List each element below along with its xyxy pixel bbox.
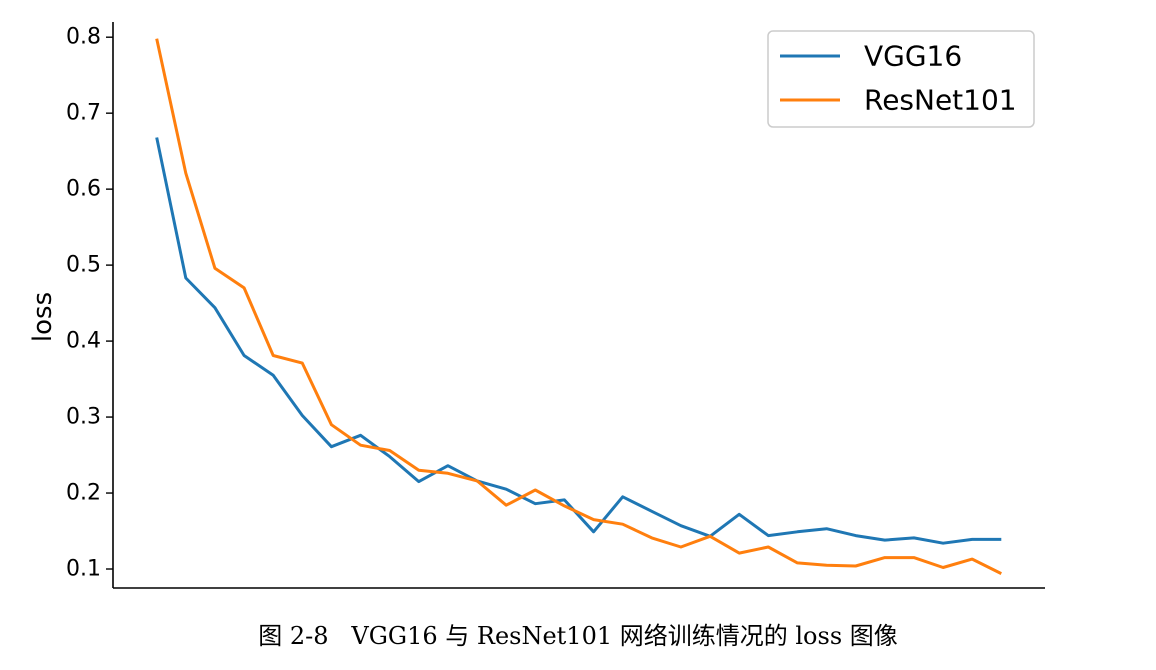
y-tick-label: 0.2 <box>66 481 101 506</box>
series-layer <box>155 38 1002 575</box>
y-tick-label: 0.8 <box>66 25 101 50</box>
series-line-vgg16 <box>155 137 1002 545</box>
y-tick-label: 0.1 <box>66 557 101 582</box>
y-tick-label: 0.6 <box>66 177 101 202</box>
axes: 0.1 0.2 0.3 0.4 0.5 0.6 0.7 0.8 loss <box>28 22 1045 589</box>
y-tick-label: 0.5 <box>66 253 101 278</box>
legend-label: ResNet101 <box>864 84 1017 117</box>
series-line-resnet101 <box>155 38 1002 575</box>
y-tick-label: 0.3 <box>66 405 101 430</box>
y-axis-label: loss <box>28 292 58 342</box>
legend-label: VGG16 <box>864 40 962 73</box>
y-tick-label: 0.7 <box>66 101 101 126</box>
y-tick-label: 0.4 <box>66 329 101 354</box>
loss-line-chart: 0.1 0.2 0.3 0.4 0.5 0.6 0.7 0.8 loss VGG16 ResNet… <box>28 22 1045 589</box>
figure-caption: 图 2-8 VGG16 与 ResNet101 网络训练情况的 loss 图像 <box>258 622 898 650</box>
legend: VGG16 ResNet101 <box>767 30 1035 128</box>
